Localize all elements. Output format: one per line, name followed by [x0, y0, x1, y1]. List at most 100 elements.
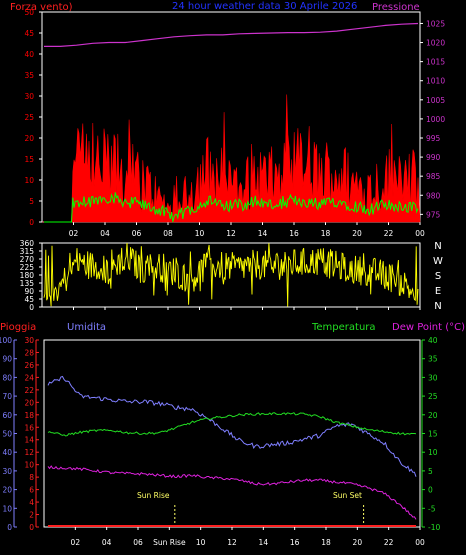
pressure-series [44, 22, 419, 47]
pressure-tick-label: 995 [426, 134, 441, 143]
compass-label: S [435, 271, 441, 282]
temperature-tick-label: 20 [428, 411, 438, 420]
direction-tick-label: 225 [20, 263, 35, 272]
temperature-tick-label: -10 [428, 523, 440, 532]
wind-tick-label: 0 [29, 218, 34, 227]
hour-tick-label: 14 [258, 229, 268, 238]
pressure-tick-label: 975 [426, 210, 441, 219]
temperature-axis-title: Temperatura [311, 322, 376, 333]
direction-tick-label: 135 [20, 279, 35, 288]
hour-tick-label: 18 [321, 229, 331, 238]
bottom-hour-label: 12 [227, 538, 237, 547]
bottom-hour-label: 18 [321, 538, 331, 547]
compass-label: E [435, 286, 441, 297]
rain-tick-label: 20 [24, 398, 34, 407]
humidity-series [47, 375, 417, 477]
bottom-hour-label: 16 [290, 538, 300, 547]
temperature-series [47, 412, 417, 437]
rain-tick-label: 30 [24, 336, 34, 345]
humidity-tick-label: 90 [2, 355, 12, 364]
humidity-tick-label: 60 [2, 411, 12, 420]
temperature-tick-label: 0 [428, 486, 433, 495]
hour-tick-label: 20 [352, 229, 362, 238]
direction-tick-label: 360 [20, 239, 35, 248]
direction-tick-label: 45 [24, 295, 34, 304]
rain-tick-label: 0 [29, 523, 34, 532]
dewpoint-series [47, 465, 417, 520]
pressure-tick-label: 1010 [426, 77, 445, 86]
wind-tick-label: 50 [24, 8, 34, 17]
rain-tick-label: 18 [24, 411, 34, 420]
rain-tick-label: 2 [29, 511, 34, 520]
wind-tick-label: 15 [24, 155, 34, 164]
chart-title: 24 hour weather data 30 Aprile 2026 [172, 1, 357, 12]
hour-tick-label: 10 [195, 229, 205, 238]
humidity-tick-label: 100 [0, 336, 12, 345]
humidity-tick-label: 40 [2, 448, 12, 457]
wind-tick-label: 10 [24, 176, 34, 185]
hour-tick-label: 08 [163, 229, 173, 238]
wind-axis-title: Forza vento) [10, 2, 73, 13]
temperature-tick-label: 30 [428, 373, 438, 382]
bottom-hour-label: Sun Rise [153, 538, 186, 547]
humidity-tick-label: 70 [2, 392, 12, 401]
hour-tick-label: 12 [226, 229, 236, 238]
rain-tick-label: 4 [29, 498, 34, 507]
bottom-hour-label: 00 [415, 538, 425, 547]
rain-tick-label: 14 [24, 436, 34, 445]
temperature-tick-label: 10 [428, 448, 438, 457]
hour-tick-label: 00 [415, 229, 425, 238]
rain-tick-label: 8 [29, 473, 34, 482]
rain-tick-label: 26 [24, 361, 34, 370]
humidity-axis-title: Umidita [67, 322, 106, 333]
humidity-tick-label: 0 [7, 523, 12, 532]
bottom-hour-label: 20 [353, 538, 363, 547]
bottom-hour-label: 22 [384, 538, 394, 547]
wind-tick-label: 35 [24, 71, 34, 80]
pressure-axis-title: Pressione [372, 2, 420, 13]
bottom-hour-label: 10 [196, 538, 206, 547]
rain-tick-label: 10 [24, 461, 34, 470]
temperature-tick-label: 40 [428, 336, 438, 345]
wind-direction-series [43, 242, 419, 307]
direction-tick-label: 0 [29, 303, 34, 312]
pressure-tick-label: 990 [426, 153, 441, 162]
direction-tick-label: 180 [20, 271, 35, 280]
pressure-tick-label: 1025 [426, 19, 445, 28]
bottom-hour-label: 14 [259, 538, 269, 547]
wind-tick-label: 25 [24, 113, 34, 122]
rain-tick-label: 6 [29, 486, 34, 495]
bottom-hour-label: 04 [102, 538, 112, 547]
compass-label: N [434, 301, 441, 312]
hour-tick-label: 16 [289, 229, 299, 238]
rain-tick-label: 24 [24, 373, 34, 382]
compass-label: W [433, 256, 443, 267]
temperature-tick-label: -5 [428, 504, 436, 513]
pressure-tick-label: 1005 [426, 96, 445, 105]
pressure-tick-label: 1020 [426, 39, 445, 48]
wind-tick-label: 20 [24, 134, 34, 143]
rain-tick-label: 28 [24, 348, 34, 357]
wind-tick-label: 5 [29, 197, 34, 206]
temperature-tick-label: 25 [428, 392, 438, 401]
pressure-tick-label: 1000 [426, 115, 445, 124]
pressure-tick-label: 1015 [426, 58, 445, 67]
hour-tick-label: 02 [69, 229, 79, 238]
wind-tick-label: 30 [24, 92, 34, 101]
direction-tick-label: 90 [24, 287, 34, 296]
bottom-hour-label: 02 [71, 538, 81, 547]
direction-tick-label: 270 [20, 255, 35, 264]
pressure-tick-label: 980 [426, 191, 441, 200]
sun-rise-label: Sun Rise [137, 491, 170, 500]
temperature-tick-label: 15 [428, 430, 438, 439]
dewpoint-axis-title: Dew Point (°C) [392, 322, 465, 333]
wind-tick-label: 45 [24, 29, 34, 38]
sun-set-label: Sun Set [333, 491, 362, 500]
rain-tick-label: 12 [24, 448, 34, 457]
temperature-humidity-panel: 1009080706050403020100302826242220181614… [0, 336, 440, 547]
rain-axis-title: Pioggia [0, 322, 36, 333]
wind-speed-series [42, 94, 421, 223]
wind-tick-label: 40 [24, 50, 34, 59]
compass-label: N [434, 241, 441, 252]
